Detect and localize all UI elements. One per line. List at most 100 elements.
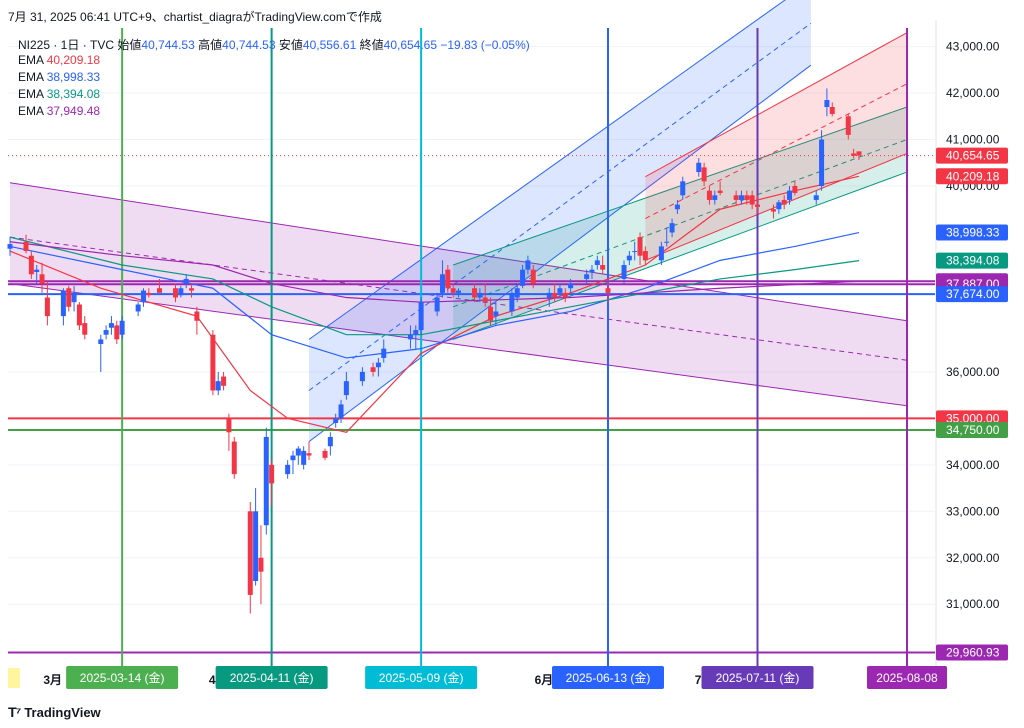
tradingview-footer: T⁷ TradingView — [8, 704, 101, 720]
candle-body — [664, 241, 670, 243]
candle-2025-07-25 — [829, 102, 835, 117]
candle-body — [157, 288, 162, 293]
candle-body — [327, 436, 333, 447]
candle-2025-03-06 — [76, 302, 82, 331]
legend-ohlc: NI225 · 1日 · TVC 始値40,744.53 高値40,744.53… — [18, 36, 530, 53]
date-tag-label-0: 2025-03-14 (金) — [80, 670, 165, 685]
legend-ema-3[interactable]: EMA 38,394.08 — [18, 87, 100, 101]
price-tag-3 — [936, 252, 1008, 269]
candle-body — [642, 251, 648, 261]
candle-body — [696, 162, 702, 173]
candle-body — [845, 116, 851, 135]
legend-ema-4-value: 37,949.48 — [46, 104, 101, 118]
candle-2025-04-16 — [295, 446, 301, 465]
candle-2025-05-22 — [488, 297, 494, 326]
legend-symbol[interactable]: NI225 · 1日 · TVC — [18, 38, 115, 52]
candle-body — [450, 288, 456, 293]
candle-body — [621, 265, 627, 279]
candle-body — [359, 371, 365, 382]
candle-2025-06-20 — [642, 246, 648, 265]
candle-body — [594, 260, 600, 265]
candle-2025-04-22 — [327, 432, 333, 456]
legend-ema-1[interactable]: EMA 40,209.18 — [18, 53, 100, 67]
candle-2025-06-04 — [557, 283, 563, 298]
candle-body — [589, 269, 595, 272]
candle-body — [140, 290, 146, 303]
candle-2025-04-01 — [215, 371, 221, 396]
channel-green-lower — [452, 171, 908, 340]
candle-body — [114, 325, 120, 340]
candle-body — [706, 190, 712, 200]
channel-red-fill — [645, 32, 907, 261]
date-tag-2 — [365, 666, 478, 689]
candle-body — [23, 241, 29, 252]
candle-body — [781, 199, 787, 205]
channel-green-upper — [452, 106, 908, 266]
candle-2025-02-21 — [7, 237, 13, 256]
candle-body — [146, 292, 152, 296]
candle-2025-04-09 — [258, 525, 264, 605]
ema-line-2 — [9, 231, 860, 359]
candle-2025-07-02 — [706, 186, 712, 205]
candle-body — [856, 151, 862, 156]
candle-2025-03-03 — [60, 288, 66, 326]
channel-red-mid — [645, 83, 908, 219]
candle-body — [82, 323, 88, 335]
legend-change-value: −19.83 (−0.05%) — [440, 38, 530, 52]
date-tag-label-5: 2025-08-08 — [876, 671, 938, 685]
candle-2025-07-18 — [792, 181, 798, 196]
candle-2025-02-28 — [44, 281, 50, 326]
candle-2025-05-13 — [439, 260, 445, 298]
channel-blue-mid — [308, 22, 812, 391]
candle-2025-02-27 — [39, 262, 45, 293]
candle-2025-03-17 — [135, 302, 141, 317]
legend-low-label: 安値 — [278, 38, 303, 52]
y-tick-label-2: 41,000.00 — [946, 133, 1000, 147]
candle-2025-05-29 — [525, 255, 531, 275]
candle-body — [637, 237, 643, 256]
price-tag-label-1: 40,209.18 — [946, 169, 1000, 183]
candle-2025-07-04 — [717, 181, 723, 196]
candle-body — [60, 290, 66, 317]
candle-body — [600, 265, 606, 270]
candle-body — [738, 195, 744, 200]
candle-body — [562, 292, 568, 298]
price-tag-9 — [936, 644, 1008, 661]
candle-2025-06-10 — [589, 265, 595, 279]
candle-2025-07-24 — [824, 88, 830, 117]
candle-body — [253, 511, 259, 581]
candle-body — [135, 304, 141, 312]
candle-2025-04-03 — [226, 413, 232, 451]
candle-body — [439, 274, 445, 293]
candle-body — [183, 278, 189, 284]
channel-red-lower — [645, 153, 908, 261]
legend-ema-2-label: EMA — [18, 70, 44, 84]
candle-2025-06-17 — [626, 251, 632, 265]
candle-body — [333, 418, 339, 423]
candle-body — [306, 453, 312, 456]
candle-body — [338, 404, 344, 419]
candle-2025-04-24 — [338, 399, 344, 423]
candle-body — [557, 288, 563, 293]
candle-2025-07-08 — [738, 190, 744, 205]
date-tag-label-3: 2025-06-13 (金) — [566, 670, 651, 685]
date-tag-4 — [701, 666, 814, 689]
candle-2025-05-14 — [445, 265, 451, 293]
price-tag-8 — [936, 421, 1008, 438]
candle-2025-04-18 — [306, 441, 312, 461]
candle-2025-03-05 — [71, 285, 77, 312]
candle-body — [108, 323, 114, 328]
legend-ema-2[interactable]: EMA 38,998.33 — [18, 70, 100, 84]
candle-2025-04-17 — [301, 446, 307, 470]
candle-2025-03-18 — [140, 288, 146, 307]
candle-body — [787, 190, 793, 200]
candle-body — [472, 288, 478, 298]
candle-2025-04-30 — [370, 362, 376, 377]
candle-2025-03-07 — [82, 316, 88, 340]
candle-body — [776, 202, 782, 210]
y-tick-label-8: 32,000.00 — [946, 551, 1000, 565]
candle-body — [247, 511, 253, 595]
price-tag-label-3: 38,394.08 — [946, 254, 1000, 268]
legend-ema-4[interactable]: EMA 37,949.48 — [18, 104, 100, 118]
